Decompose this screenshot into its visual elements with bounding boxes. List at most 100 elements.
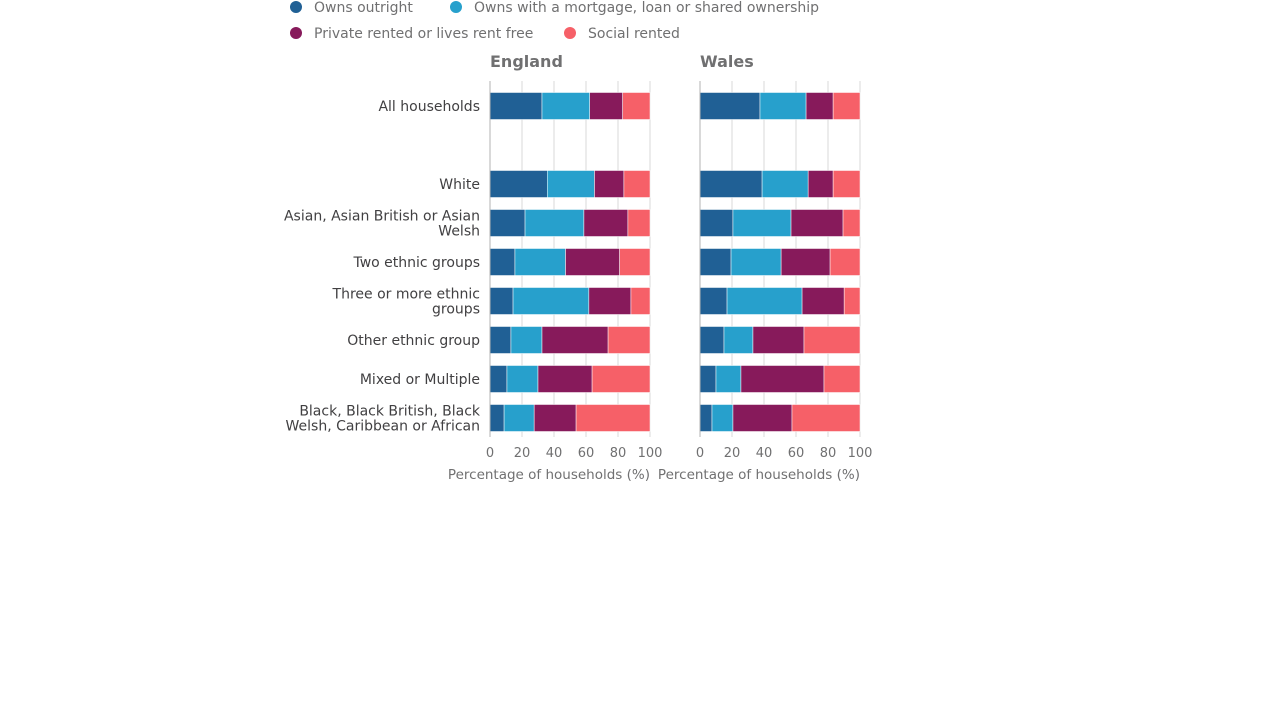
bar-private-rented-or-lives-rent-free bbox=[807, 170, 834, 198]
bar-private-rented-or-lives-rent-free bbox=[801, 287, 845, 315]
bar-owns-outright bbox=[699, 92, 761, 120]
bar-private-rented-or-lives-rent-free bbox=[541, 326, 609, 354]
tick-label: 100 bbox=[638, 446, 663, 461]
category-label: Mixed or Multiple bbox=[360, 372, 480, 388]
bar-owns-with-a-mortgage-loan-or-shared-ownership bbox=[759, 92, 807, 120]
bar-owns-outright bbox=[489, 404, 505, 432]
category-label: Three or more ethnic bbox=[332, 287, 480, 303]
bar-owns-outright bbox=[489, 326, 512, 354]
category-label: Welsh, Caribbean or African bbox=[286, 419, 480, 435]
bar-social-rented bbox=[803, 326, 861, 354]
bar-social-rented bbox=[575, 404, 651, 432]
bar-owns-outright bbox=[699, 170, 763, 198]
legend-swatch-owns-outright bbox=[290, 1, 302, 13]
bar-owns-with-a-mortgage-loan-or-shared-ownership bbox=[541, 92, 590, 120]
bar-social-rented bbox=[607, 326, 651, 354]
bar-social-rented bbox=[591, 365, 651, 393]
bar-owns-outright bbox=[699, 365, 717, 393]
tick-label: 80 bbox=[820, 446, 837, 461]
legend-swatch-owns-with-a-mortgage-loan-or-shared-ownership bbox=[450, 1, 462, 13]
category-label: All households bbox=[378, 99, 480, 115]
bar-private-rented-or-lives-rent-free bbox=[589, 92, 623, 120]
tick-label: 60 bbox=[788, 446, 805, 461]
category-labels: All households White Asian, Asian British … bbox=[284, 99, 481, 435]
category-label: Asian, Asian British or Asian bbox=[284, 209, 480, 225]
bar-owns-with-a-mortgage-loan-or-shared-ownership bbox=[547, 170, 595, 198]
tick-label: 60 bbox=[578, 446, 595, 461]
bar-owns-outright bbox=[489, 170, 548, 198]
panel-england: England 0 20 40 60 80 100 Percentage of househo… bbox=[448, 52, 662, 483]
legend: Owns outright Owns with a mortgage, loan … bbox=[290, 0, 819, 42]
bar-social-rented bbox=[619, 248, 651, 276]
bar-owns-outright bbox=[489, 287, 514, 315]
bar-owns-with-a-mortgage-loan-or-shared-ownership bbox=[510, 326, 543, 354]
bar-social-rented bbox=[842, 209, 861, 237]
bar-private-rented-or-lives-rent-free bbox=[740, 365, 825, 393]
bar-owns-with-a-mortgage-loan-or-shared-ownership bbox=[723, 326, 754, 354]
legend-label-social-rented: Social rented bbox=[588, 26, 680, 42]
tick-label: 20 bbox=[514, 446, 531, 461]
tick-label: 80 bbox=[610, 446, 627, 461]
panel-title: Wales bbox=[700, 52, 754, 71]
bar-owns-outright bbox=[699, 248, 732, 276]
axis-title: Percentage of households (%) bbox=[448, 467, 650, 483]
category-label: Two ethnic groups bbox=[352, 255, 480, 271]
axis-title: Percentage of households (%) bbox=[658, 467, 860, 483]
bar-social-rented bbox=[832, 92, 861, 120]
bar-private-rented-or-lives-rent-free bbox=[790, 209, 844, 237]
bar-owns-outright bbox=[699, 209, 734, 237]
bar-owns-with-a-mortgage-loan-or-shared-ownership bbox=[761, 170, 809, 198]
bar-private-rented-or-lives-rent-free bbox=[588, 287, 632, 315]
category-label: Welsh bbox=[438, 224, 480, 240]
bar-social-rented bbox=[623, 170, 651, 198]
bar-private-rented-or-lives-rent-free bbox=[780, 248, 831, 276]
bar-owns-outright bbox=[699, 287, 728, 315]
bar-owns-outright bbox=[489, 92, 543, 120]
panel-title: England bbox=[490, 52, 563, 71]
bar-owns-with-a-mortgage-loan-or-shared-ownership bbox=[524, 209, 585, 237]
bar-social-rented bbox=[823, 365, 861, 393]
bar-private-rented-or-lives-rent-free bbox=[752, 326, 805, 354]
bar-private-rented-or-lives-rent-free bbox=[583, 209, 629, 237]
tick-label: 20 bbox=[724, 446, 741, 461]
tick-label: 0 bbox=[486, 446, 494, 461]
tick-label: 40 bbox=[546, 446, 563, 461]
legend-swatch-private-rented-or-lives-rent-free bbox=[290, 27, 302, 39]
bar-social-rented bbox=[791, 404, 861, 432]
legend-swatch-social-rented bbox=[564, 27, 576, 39]
bar-private-rented-or-lives-rent-free bbox=[565, 248, 620, 276]
bar-owns-outright bbox=[699, 326, 725, 354]
bar-owns-with-a-mortgage-loan-or-shared-ownership bbox=[503, 404, 535, 432]
bar-private-rented-or-lives-rent-free bbox=[533, 404, 577, 432]
bar-owns-outright bbox=[489, 209, 526, 237]
bar-owns-with-a-mortgage-loan-or-shared-ownership bbox=[514, 248, 566, 276]
category-label: Black, Black British, Black bbox=[299, 404, 481, 420]
bar-owns-with-a-mortgage-loan-or-shared-ownership bbox=[512, 287, 590, 315]
panel-wales: Wales 0 20 40 60 80 100 Percentage of household… bbox=[658, 52, 872, 483]
tick-label: 0 bbox=[696, 446, 704, 461]
bar-owns-outright bbox=[489, 365, 508, 393]
bar-owns-outright bbox=[489, 248, 516, 276]
bar-social-rented bbox=[622, 92, 651, 120]
bar-owns-with-a-mortgage-loan-or-shared-ownership bbox=[711, 404, 734, 432]
bar-owns-outright bbox=[699, 404, 713, 432]
bar-private-rented-or-lives-rent-free bbox=[537, 365, 593, 393]
bar-owns-with-a-mortgage-loan-or-shared-ownership bbox=[730, 248, 782, 276]
bar-social-rented bbox=[627, 209, 651, 237]
legend-label-owns-outright: Owns outright bbox=[314, 0, 413, 16]
bar-owns-with-a-mortgage-loan-or-shared-ownership bbox=[715, 365, 742, 393]
bar-private-rented-or-lives-rent-free bbox=[805, 92, 834, 120]
chart-panels: England 0 20 40 60 80 100 Percentage of househo… bbox=[448, 52, 872, 483]
tick-label: 100 bbox=[848, 446, 873, 461]
category-label: groups bbox=[432, 302, 480, 318]
bar-owns-with-a-mortgage-loan-or-shared-ownership bbox=[732, 209, 792, 237]
bar-private-rented-or-lives-rent-free bbox=[732, 404, 793, 432]
legend-label-private-rented-or-lives-rent-free: Private rented or lives rent free bbox=[314, 26, 533, 42]
bar-social-rented bbox=[630, 287, 651, 315]
bar-owns-with-a-mortgage-loan-or-shared-ownership bbox=[506, 365, 539, 393]
bar-social-rented bbox=[829, 248, 861, 276]
legend-label-owns-with-a-mortgage-loan-or-shared-ownership: Owns with a mortgage, loan or shared own… bbox=[474, 0, 819, 16]
bar-social-rented bbox=[843, 287, 861, 315]
category-label: White bbox=[439, 177, 480, 193]
